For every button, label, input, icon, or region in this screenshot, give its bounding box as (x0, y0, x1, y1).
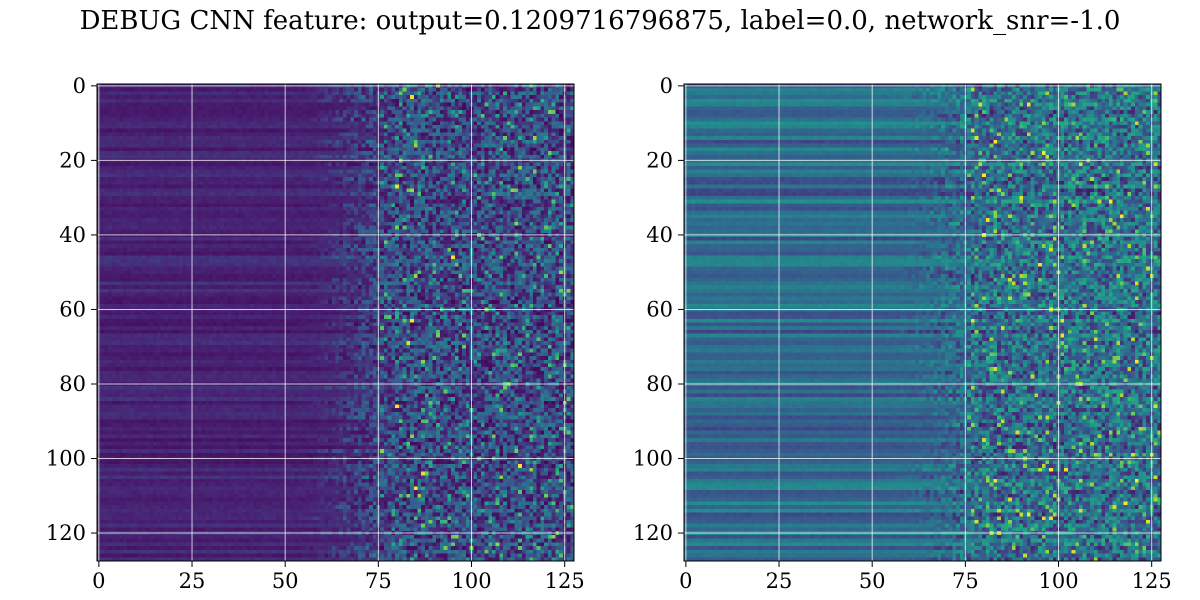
y-tick-label: 80 (59, 372, 86, 396)
y-tick-label: 60 (59, 297, 86, 321)
x-tick-label: 50 (272, 569, 299, 593)
heatmap-image-left (97, 84, 574, 561)
heatmap-image-right (684, 84, 1161, 561)
y-tick-label: 100 (46, 447, 86, 471)
y-tick-label: 0 (73, 74, 86, 98)
x-tick-label: 125 (545, 569, 585, 593)
y-ticks-right: 0 20 40 60 80 100 120 (633, 74, 684, 545)
y-tick-label: 0 (660, 74, 673, 98)
y-tick-label: 120 (633, 521, 673, 545)
y-tick-label: 60 (646, 297, 673, 321)
y-tick-label: 80 (646, 372, 673, 396)
y-tick-label: 40 (646, 223, 673, 247)
heatmap-panel-right: 0 25 50 75 100 125 0 20 40 60 80 100 120 (633, 74, 1172, 593)
y-tick-label: 120 (46, 521, 86, 545)
x-tick-label: 100 (451, 569, 491, 593)
x-tick-label: 125 (1132, 569, 1172, 593)
y-tick-label: 20 (59, 148, 86, 172)
y-tick-label: 100 (633, 447, 673, 471)
y-tick-label: 40 (59, 223, 86, 247)
x-tick-label: 0 (92, 569, 105, 593)
y-tick-label: 20 (646, 148, 673, 172)
x-ticks-left: 0 25 50 75 100 125 (92, 561, 585, 593)
x-tick-label: 25 (766, 569, 793, 593)
x-tick-label: 75 (365, 569, 392, 593)
heatmap-panel-left: 0 25 50 75 100 125 0 20 40 60 80 100 120 (46, 74, 585, 593)
axes-frame-right (683, 83, 1162, 562)
grid-lines-right (684, 84, 1161, 561)
grid-lines-left (97, 84, 574, 561)
y-ticks-left: 0 20 40 60 80 100 120 (46, 74, 97, 545)
axes-frame-left (96, 83, 575, 562)
x-tick-label: 0 (679, 569, 692, 593)
x-tick-label: 100 (1038, 569, 1078, 593)
figure-title: DEBUG CNN feature: output=0.120971679687… (79, 6, 1121, 36)
x-tick-label: 25 (179, 569, 206, 593)
x-tick-label: 50 (859, 569, 886, 593)
x-tick-label: 75 (952, 569, 979, 593)
x-ticks-right: 0 25 50 75 100 125 (679, 561, 1172, 593)
